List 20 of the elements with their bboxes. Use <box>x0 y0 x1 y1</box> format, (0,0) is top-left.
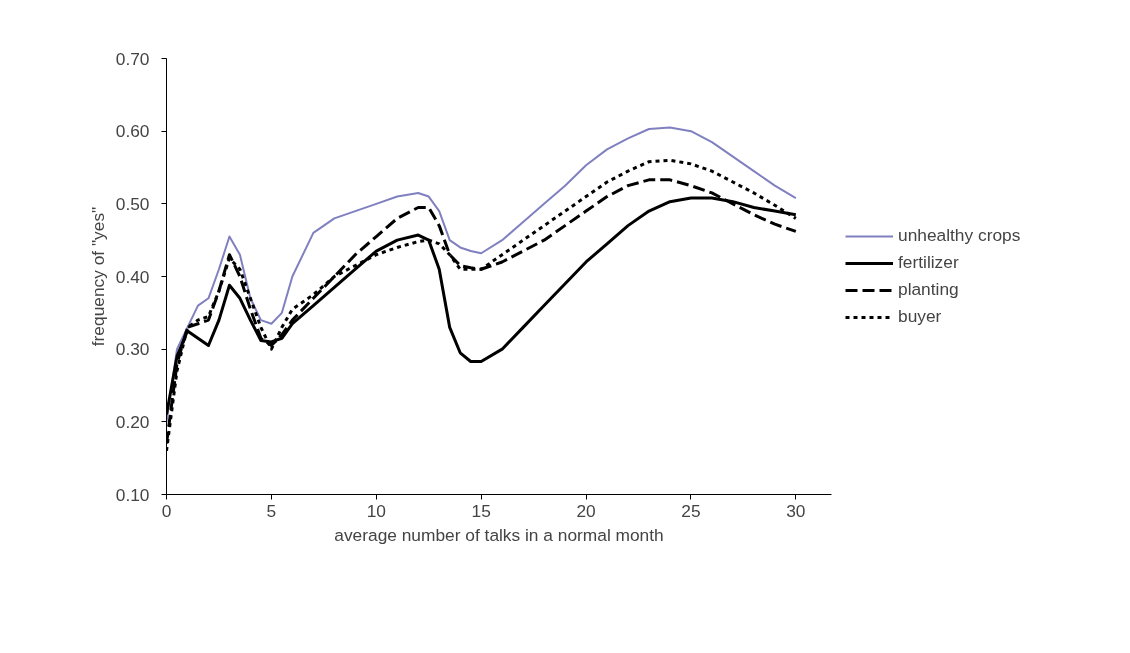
x-tick-label: 5 <box>266 500 277 521</box>
x-tick-label: 25 <box>681 500 701 521</box>
y-tick-label: 0.40 <box>115 266 150 287</box>
x-tick-label: 30 <box>786 500 806 521</box>
y-tick-label: 0.30 <box>115 339 150 360</box>
legend-label: planting <box>898 279 959 300</box>
y-tick-label: 0.20 <box>115 411 150 432</box>
y-tick-label: 0.50 <box>115 193 150 214</box>
y-tick-label: 0.10 <box>115 484 150 505</box>
x-axis-title: average number of talks in a normal month <box>334 524 664 545</box>
x-tick-label: 10 <box>366 500 386 521</box>
x-tick-label: 0 <box>161 500 172 521</box>
y-tick-label: 0.70 <box>115 48 150 69</box>
y-tick-label: 0.60 <box>115 121 150 142</box>
legend-label: fertilizer <box>898 252 959 273</box>
x-tick-label: 15 <box>471 500 491 521</box>
legend-label: buyer <box>898 306 942 327</box>
x-tick-label: 20 <box>576 500 596 521</box>
legend-label: unhealthy crops <box>898 225 1021 246</box>
y-axis-title: frequency of "yes" <box>87 206 108 347</box>
